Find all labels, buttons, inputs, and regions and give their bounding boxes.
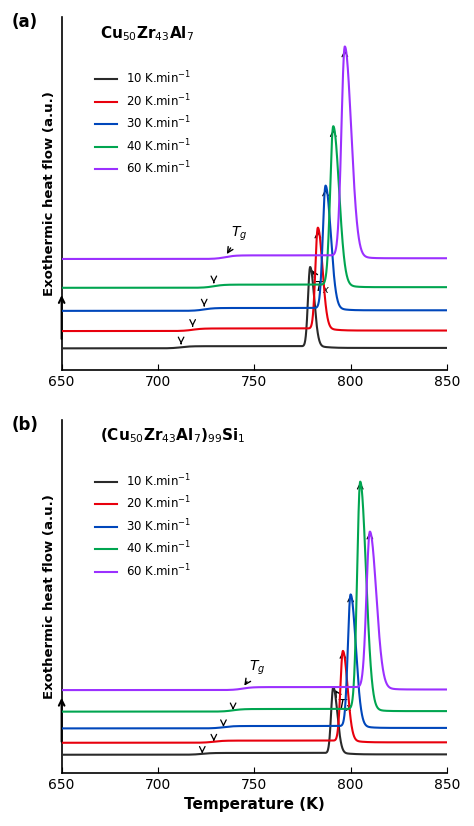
- Text: $T_x$: $T_x$: [312, 271, 330, 297]
- Text: (Cu$_{50}$Zr$_{43}$Al$_{7}$)$_{99}$Si$_{1}$: (Cu$_{50}$Zr$_{43}$Al$_{7}$)$_{99}$Si$_{…: [100, 426, 246, 445]
- Text: $T_g$: $T_g$: [228, 225, 247, 253]
- Y-axis label: Exothermic heat flow (a.u.): Exothermic heat flow (a.u.): [43, 91, 56, 296]
- Text: Cu$_{50}$Zr$_{43}$Al$_{7}$: Cu$_{50}$Zr$_{43}$Al$_{7}$: [100, 24, 194, 43]
- Text: (b): (b): [11, 416, 38, 434]
- Text: $T_g$: $T_g$: [245, 658, 265, 685]
- Legend: 10 K.min$^{-1}$, 20 K.min$^{-1}$, 30 K.min$^{-1}$, 40 K.min$^{-1}$, 60 K.min$^{-: 10 K.min$^{-1}$, 20 K.min$^{-1}$, 30 K.m…: [91, 468, 196, 584]
- Y-axis label: Exothermic heat flow (a.u.): Exothermic heat flow (a.u.): [43, 494, 56, 699]
- X-axis label: Temperature (K): Temperature (K): [184, 797, 325, 812]
- Legend: 10 K.min$^{-1}$, 20 K.min$^{-1}$, 30 K.min$^{-1}$, 40 K.min$^{-1}$, 60 K.min$^{-: 10 K.min$^{-1}$, 20 K.min$^{-1}$, 30 K.m…: [91, 65, 196, 181]
- Text: $T_x$: $T_x$: [336, 691, 354, 714]
- Text: (a): (a): [11, 13, 38, 31]
